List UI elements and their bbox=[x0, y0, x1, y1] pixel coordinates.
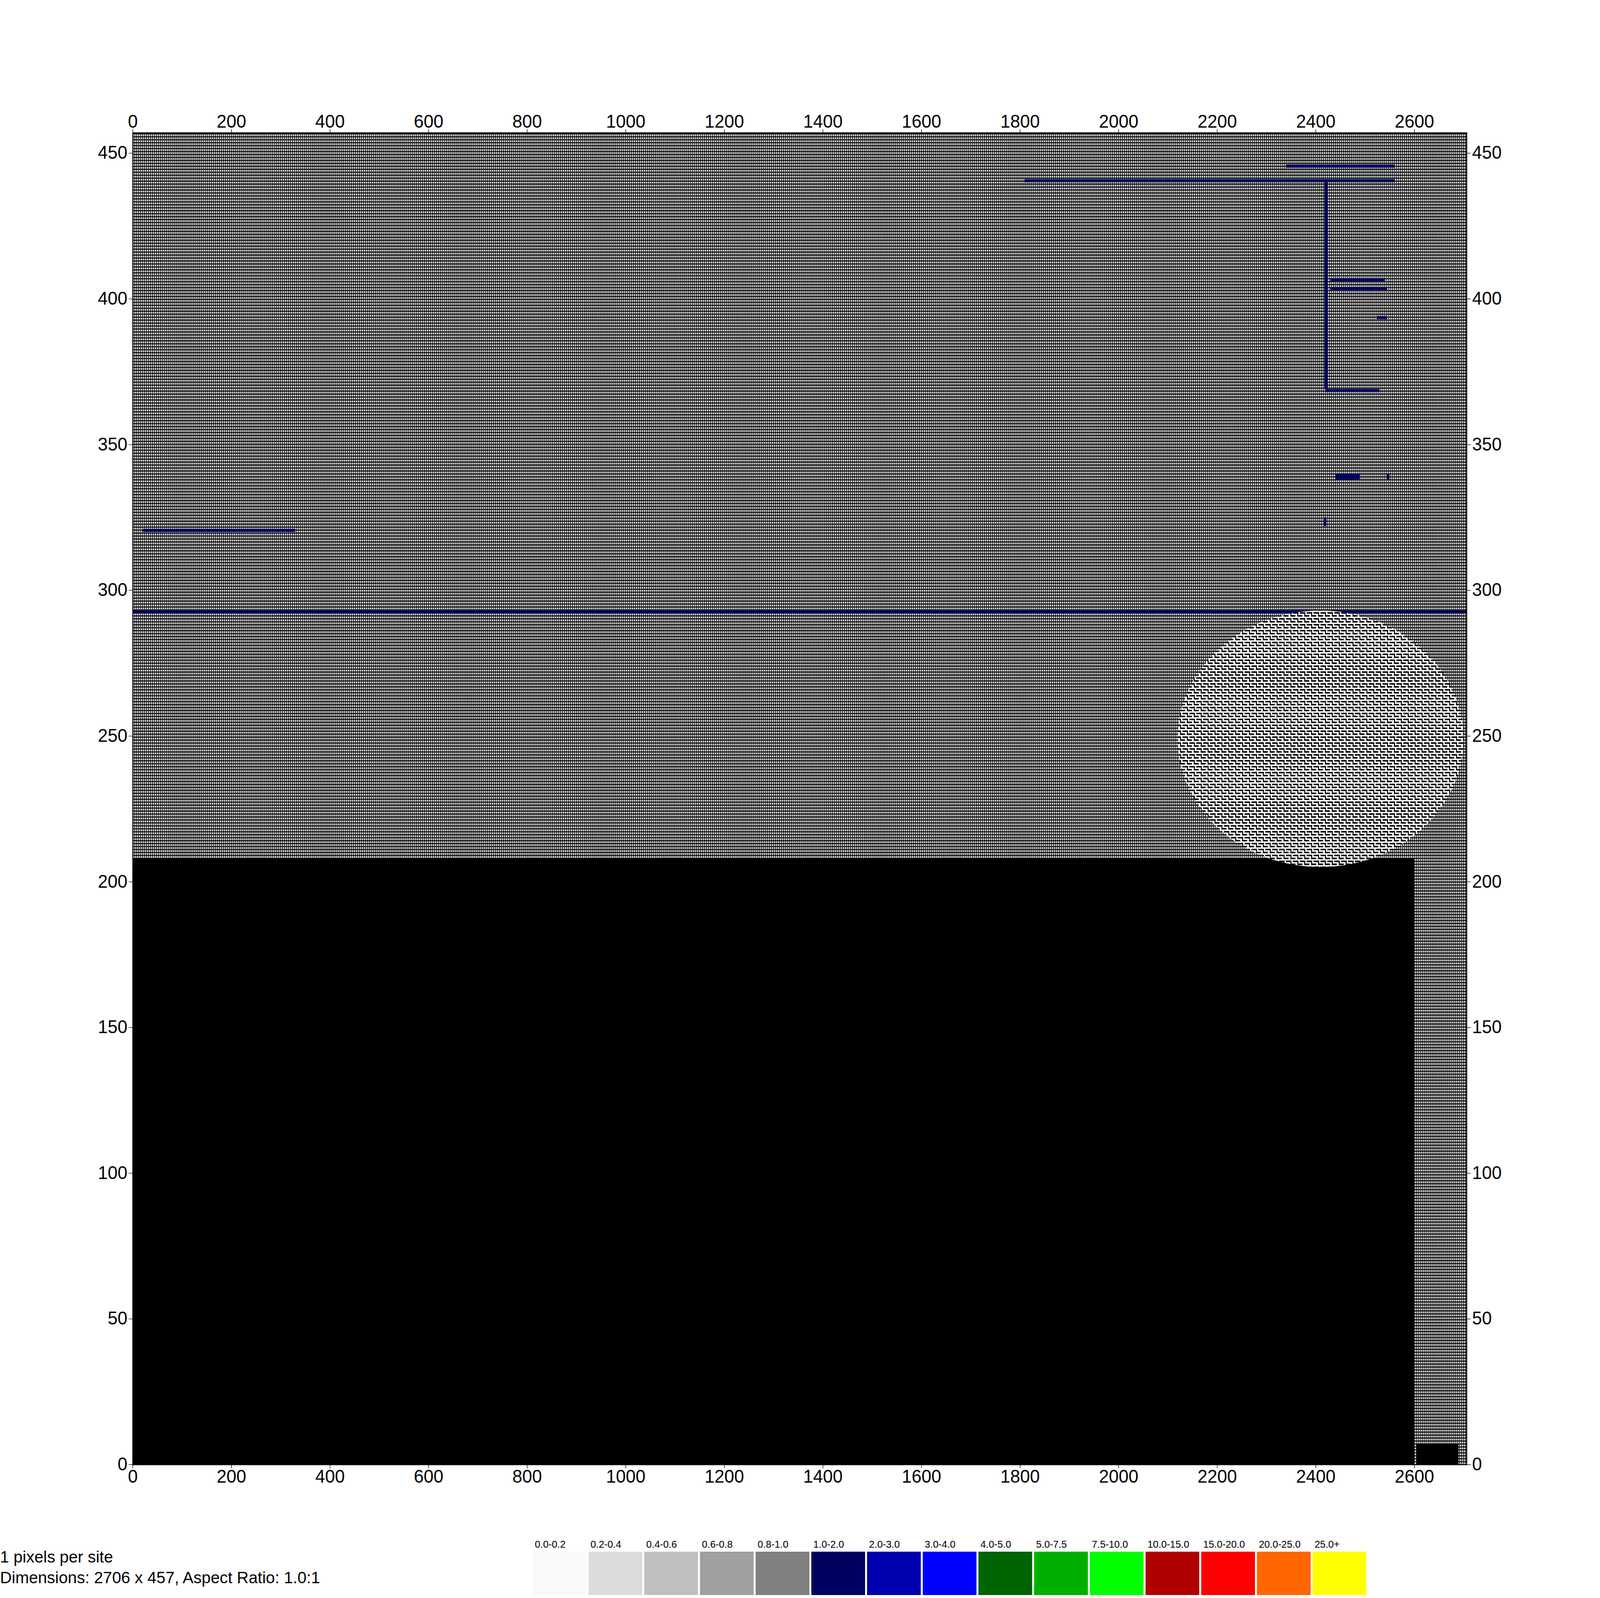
svg-text:1800: 1800 bbox=[1000, 111, 1040, 132]
svg-text:400: 400 bbox=[97, 288, 128, 309]
svg-text:2400: 2400 bbox=[1295, 111, 1336, 132]
svg-text:0: 0 bbox=[1472, 1454, 1483, 1475]
html-text:Dimensions: 2706 x 457, Aspect: Dimensions: 2706 x 457, Aspect Ratio: 1.… bbox=[0, 1568, 321, 1587]
svg-text:250: 250 bbox=[1472, 725, 1502, 746]
svg-text:800: 800 bbox=[512, 1466, 542, 1487]
svg-text:2600: 2600 bbox=[1394, 111, 1434, 132]
svg-text:200: 200 bbox=[216, 111, 246, 132]
html-text:7.5-10.0: 7.5-10.0 bbox=[1091, 1538, 1128, 1550]
svg-text:350: 350 bbox=[97, 434, 128, 455]
svg-text:400: 400 bbox=[1472, 288, 1502, 309]
svg-text:100: 100 bbox=[1472, 1162, 1502, 1183]
svg-text:200: 200 bbox=[1472, 871, 1502, 892]
svg-text:250: 250 bbox=[97, 725, 128, 746]
svg-text:300: 300 bbox=[1472, 579, 1502, 600]
svg-text:2200: 2200 bbox=[1197, 111, 1237, 132]
svg-text:0: 0 bbox=[127, 111, 138, 132]
svg-text:100: 100 bbox=[97, 1162, 128, 1183]
svg-text:400: 400 bbox=[314, 1466, 345, 1487]
html-text:2.0-3.0: 2.0-3.0 bbox=[869, 1538, 900, 1550]
html-text:25.0+: 25.0+ bbox=[1314, 1538, 1340, 1550]
svg-text:800: 800 bbox=[512, 111, 542, 132]
svg-text:450: 450 bbox=[97, 142, 128, 163]
html-text:5.0-7.5: 5.0-7.5 bbox=[1036, 1538, 1067, 1550]
svg-text:600: 600 bbox=[413, 1466, 444, 1487]
svg-text:1400: 1400 bbox=[802, 1466, 843, 1487]
svg-text:1400: 1400 bbox=[802, 111, 843, 132]
svg-text:0: 0 bbox=[117, 1454, 128, 1475]
svg-text:1800: 1800 bbox=[1000, 1466, 1040, 1487]
svg-text:2200: 2200 bbox=[1197, 1466, 1237, 1487]
html-text:1.0-2.0: 1.0-2.0 bbox=[813, 1538, 845, 1550]
svg-text:350: 350 bbox=[1472, 434, 1502, 455]
svg-text:2000: 2000 bbox=[1098, 1466, 1139, 1487]
svg-text:50: 50 bbox=[1472, 1308, 1493, 1329]
svg-text:300: 300 bbox=[97, 579, 128, 600]
svg-text:150: 150 bbox=[97, 1016, 128, 1038]
html-text:0.0-0.2: 0.0-0.2 bbox=[534, 1538, 566, 1550]
svg-text:0: 0 bbox=[127, 1466, 138, 1487]
svg-text:50: 50 bbox=[107, 1308, 128, 1329]
svg-text:450: 450 bbox=[1472, 142, 1502, 163]
html-text:10.0-15.0: 10.0-15.0 bbox=[1147, 1538, 1190, 1550]
svg-text:2000: 2000 bbox=[1098, 111, 1139, 132]
svg-text:2400: 2400 bbox=[1295, 1466, 1336, 1487]
svg-text:400: 400 bbox=[314, 111, 345, 132]
svg-text:1000: 1000 bbox=[605, 1466, 646, 1487]
html-text:1 pixels per site: 1 pixels per site bbox=[0, 1547, 114, 1566]
svg-text:1600: 1600 bbox=[901, 111, 941, 132]
svg-text:1600: 1600 bbox=[901, 1466, 941, 1487]
html-text:15.0-20.0: 15.0-20.0 bbox=[1203, 1538, 1245, 1550]
html-text:0.2-0.4: 0.2-0.4 bbox=[590, 1538, 622, 1550]
svg-text:2600: 2600 bbox=[1394, 1466, 1434, 1487]
html-text:0.8-1.0: 0.8-1.0 bbox=[757, 1538, 789, 1550]
html-text:0.4-0.6: 0.4-0.6 bbox=[646, 1538, 677, 1550]
svg-text:200: 200 bbox=[216, 1466, 246, 1487]
svg-text:1200: 1200 bbox=[704, 111, 744, 132]
html-text:0.6-0.8: 0.6-0.8 bbox=[701, 1538, 733, 1550]
svg-text:1200: 1200 bbox=[704, 1466, 744, 1487]
svg-text:1000: 1000 bbox=[605, 111, 646, 132]
svg-text:600: 600 bbox=[413, 111, 444, 132]
svg-text:150: 150 bbox=[1472, 1016, 1502, 1038]
html-text:3.0-4.0: 3.0-4.0 bbox=[924, 1538, 956, 1550]
svg-text:200: 200 bbox=[97, 871, 128, 892]
html-text:4.0-5.0: 4.0-5.0 bbox=[980, 1538, 1012, 1550]
html-text:20.0-25.0: 20.0-25.0 bbox=[1258, 1538, 1301, 1550]
